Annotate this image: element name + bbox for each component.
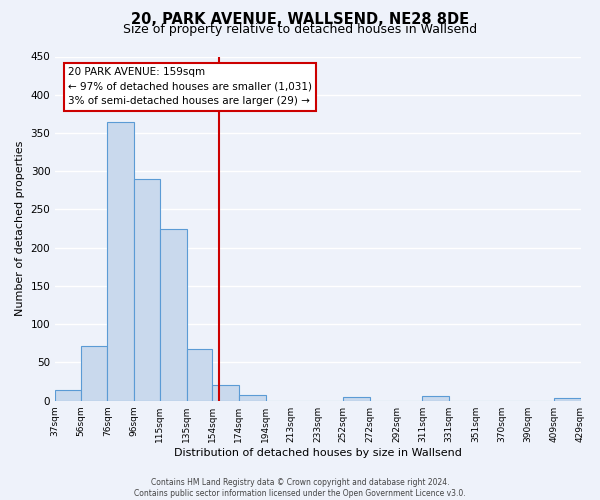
Text: Contains HM Land Registry data © Crown copyright and database right 2024.
Contai: Contains HM Land Registry data © Crown c… (134, 478, 466, 498)
Text: 20, PARK AVENUE, WALLSEND, NE28 8DE: 20, PARK AVENUE, WALLSEND, NE28 8DE (131, 12, 469, 28)
Bar (422, 396, 449, 400)
Bar (212, 384, 239, 400)
Bar (80, 346, 107, 401)
Bar (160, 228, 187, 400)
Bar (187, 350, 212, 401)
Text: 20 PARK AVENUE: 159sqm
← 97% of detached houses are smaller (1,031)
3% of semi-d: 20 PARK AVENUE: 159sqm ← 97% of detached… (68, 67, 313, 106)
Bar (134, 179, 160, 400)
Text: Size of property relative to detached houses in Wallsend: Size of property relative to detached ho… (123, 24, 477, 36)
Bar (554, 398, 581, 400)
Bar (107, 122, 134, 400)
Bar (343, 397, 370, 400)
Bar (239, 396, 266, 400)
Y-axis label: Number of detached properties: Number of detached properties (15, 141, 25, 316)
Bar (55, 390, 80, 400)
X-axis label: Distribution of detached houses by size in Wallsend: Distribution of detached houses by size … (174, 448, 462, 458)
